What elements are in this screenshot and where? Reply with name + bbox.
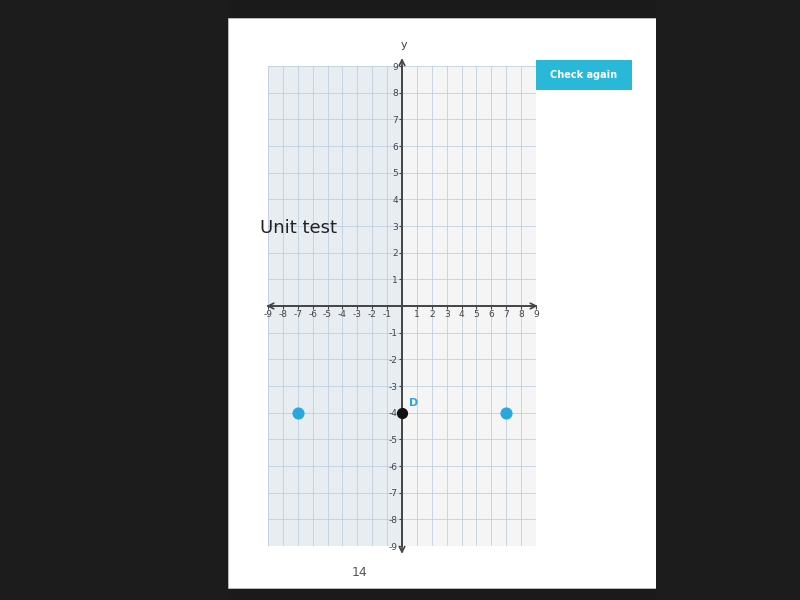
Point [291, 408, 304, 418]
Point [500, 408, 513, 418]
Text: Unit test: Unit test [260, 219, 337, 237]
Text: D: D [409, 398, 418, 408]
Text: 14: 14 [352, 566, 368, 579]
Text: Check again: Check again [550, 70, 618, 80]
Bar [268, 306, 402, 546]
Text: y: y [401, 40, 407, 50]
Bar [268, 66, 402, 306]
Point [396, 408, 409, 418]
